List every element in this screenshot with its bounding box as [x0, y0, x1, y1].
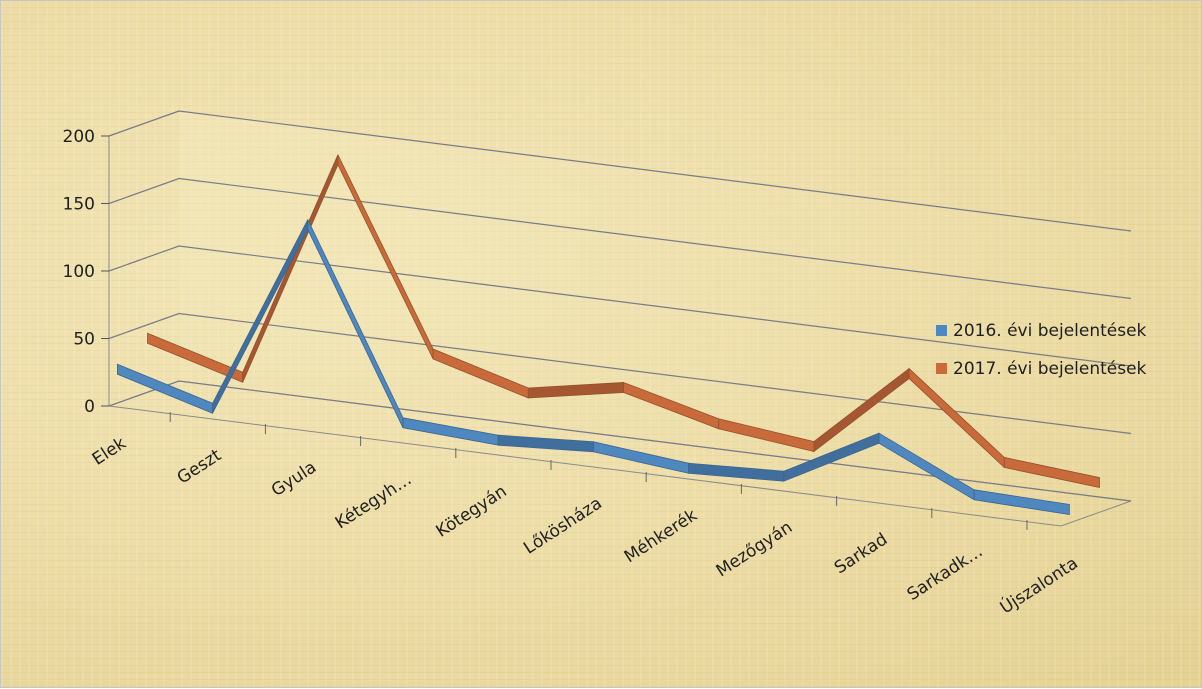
- legend-swatch-2016: [936, 325, 947, 336]
- y-tick-label: 100: [63, 262, 95, 282]
- line-segment: [403, 418, 498, 445]
- x-tick-label: Kötegyán: [433, 481, 511, 541]
- y-tick-label: 150: [63, 195, 95, 215]
- x-tick-label: Elek: [89, 433, 130, 469]
- x-tick-label: Kétegyh…: [332, 469, 415, 533]
- x-tick-label: Lőkösháza: [520, 493, 605, 558]
- line-segment: [974, 490, 1069, 515]
- y-tick-label: 50: [73, 330, 95, 350]
- chart-walls: [109, 111, 1131, 526]
- x-tick-label: Gyula: [268, 457, 320, 501]
- y-tick-label: 200: [63, 127, 95, 147]
- y-tick-label: 0: [84, 397, 95, 417]
- line-segment: [689, 463, 784, 481]
- line-segment: [498, 435, 593, 452]
- x-tick-label: Sarkadk…: [904, 541, 987, 605]
- x-tick-label: Mezőgyán: [713, 517, 796, 581]
- legend-label-2017: 2017. évi bejelentések: [953, 359, 1147, 379]
- x-tick-label: Újszalonta: [996, 552, 1082, 619]
- x-tick-label: Méhkerék: [621, 505, 701, 567]
- legend-swatch-2017: [936, 363, 947, 374]
- legend-label-2016: 2016. évi bejelentések: [953, 321, 1147, 341]
- y-axis: 0 50 100 150 200: [63, 127, 109, 417]
- x-tick-label: Geszt: [174, 445, 225, 488]
- x-tick-label: Sarkad: [831, 529, 891, 578]
